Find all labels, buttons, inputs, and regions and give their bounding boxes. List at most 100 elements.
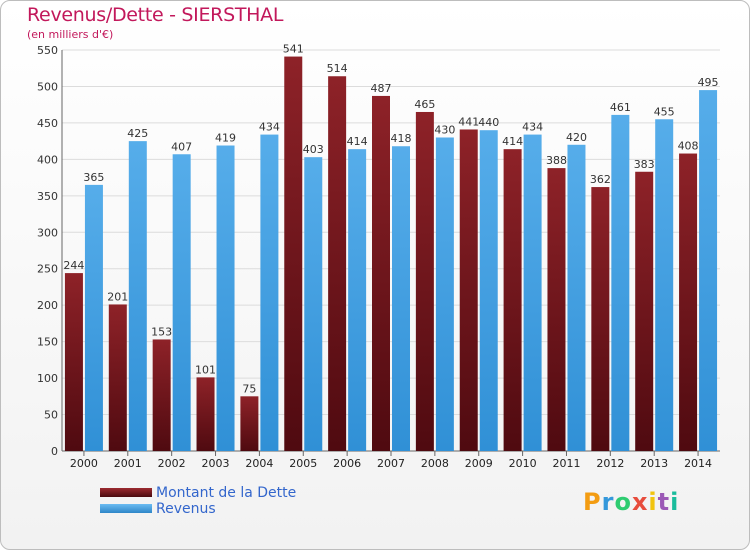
bar-revenue	[304, 157, 323, 451]
data-label-revenue: 430	[434, 123, 455, 136]
data-label-revenue: 495	[698, 76, 719, 89]
bar-debt	[635, 171, 654, 451]
x-tick-label: 2003	[202, 457, 230, 470]
bar-revenue	[392, 146, 410, 452]
data-label-debt: 75	[242, 382, 256, 395]
data-label-debt: 465	[414, 98, 435, 111]
x-tick-label: 2009	[465, 457, 493, 470]
data-label-debt: 201	[107, 290, 128, 303]
data-label-revenue: 407	[171, 140, 192, 153]
bar-revenue	[172, 154, 191, 451]
data-label-debt: 362	[590, 173, 611, 186]
data-label-revenue: 365	[83, 171, 104, 184]
y-tick-label: 0	[51, 445, 58, 458]
bar-debt	[196, 377, 215, 451]
bar-debt	[108, 304, 127, 451]
data-label-revenue: 414	[347, 135, 368, 148]
bar-revenue	[523, 134, 542, 452]
bar-revenue	[611, 114, 630, 451]
y-tick-label: 100	[37, 372, 58, 385]
data-label-debt: 383	[634, 158, 655, 171]
data-label-revenue: 420	[566, 131, 587, 144]
y-tick-label: 200	[37, 299, 58, 312]
data-label-revenue: 461	[610, 101, 631, 114]
y-tick-label: 550	[37, 44, 58, 57]
legend-swatch-revenue	[100, 504, 152, 513]
data-label-revenue: 419	[215, 132, 236, 145]
bar-debt	[284, 56, 303, 451]
y-tick-label: 500	[37, 80, 58, 93]
legend-swatch-debt	[100, 488, 152, 497]
y-tick-label: 450	[37, 117, 58, 130]
x-tick-label: 2014	[684, 457, 712, 470]
x-tick-label: 2008	[421, 457, 449, 470]
x-tick-label: 2010	[509, 457, 537, 470]
logo-letter: x	[631, 488, 649, 516]
logo-letter: o	[614, 488, 632, 516]
data-label-revenue: 455	[654, 105, 675, 118]
logo-letter: i	[670, 488, 680, 516]
chart-subtitle: (en milliers d'€)	[27, 28, 114, 41]
data-label-revenue: 425	[127, 127, 148, 140]
logo-letter: P	[583, 488, 602, 516]
x-tick-label: 2012	[596, 457, 624, 470]
bar-revenue	[435, 137, 454, 451]
bar-debt	[372, 95, 390, 451]
bar-revenue	[216, 145, 235, 451]
bar-debt	[591, 187, 610, 451]
data-label-revenue: 418	[391, 132, 412, 145]
bar-revenue	[260, 134, 279, 452]
y-tick-label: 300	[37, 226, 58, 239]
bar-revenue	[655, 119, 674, 451]
x-tick-label: 2011	[552, 457, 580, 470]
logo-letter: r	[601, 488, 615, 516]
bar-revenue	[128, 141, 147, 452]
bar-debt	[459, 129, 478, 452]
data-label-debt: 408	[678, 140, 699, 153]
x-tick-label: 2002	[158, 457, 186, 470]
bar-debt	[240, 396, 259, 451]
x-tick-label: 2005	[289, 457, 317, 470]
data-label-revenue: 434	[522, 121, 543, 134]
x-tick-label: 2006	[333, 457, 361, 470]
data-label-revenue: 434	[259, 121, 280, 134]
x-tick-label: 2007	[377, 457, 405, 470]
y-tick-label: 150	[37, 336, 58, 349]
data-label-debt: 153	[151, 325, 172, 338]
data-label-debt: 487	[371, 82, 392, 95]
bar-revenue	[84, 184, 103, 451]
bar-debt	[64, 273, 83, 451]
bar-debt	[152, 339, 171, 451]
bar-revenue	[567, 144, 586, 452]
y-tick-label: 350	[37, 190, 58, 203]
bar-revenue	[479, 130, 498, 451]
bar-debt	[679, 153, 698, 451]
bar-revenue	[348, 149, 367, 451]
bar-debt	[415, 111, 434, 452]
legend-label-revenue: Revenus	[156, 501, 216, 517]
data-label-revenue: 403	[303, 143, 324, 156]
x-tick-label: 2000	[70, 457, 98, 470]
data-label-debt: 514	[327, 62, 348, 75]
data-label-revenue: 440	[478, 116, 499, 129]
data-label-debt: 244	[63, 259, 84, 272]
bar-revenue	[699, 90, 718, 451]
y-tick-label: 250	[37, 263, 58, 276]
logo-letter: t	[657, 488, 671, 516]
data-label-debt: 388	[546, 154, 567, 167]
bar-debt	[503, 149, 522, 451]
data-label-debt: 101	[195, 363, 216, 376]
logo-letter: i	[648, 488, 658, 516]
chart-title: Revenus/Dette - SIERSTHAL	[27, 4, 284, 26]
x-tick-label: 2004	[245, 457, 273, 470]
bar-debt	[328, 76, 347, 451]
y-tick-label: 50	[44, 409, 58, 422]
proxiti-logo: Proxiti	[583, 488, 679, 516]
data-label-debt: 414	[502, 135, 523, 148]
legend-label-debt: Montant de la Dette	[156, 485, 297, 501]
bar-debt	[547, 168, 566, 451]
y-tick-label: 400	[37, 153, 58, 166]
x-tick-label: 2013	[640, 457, 668, 470]
data-label-debt: 441	[458, 115, 479, 128]
